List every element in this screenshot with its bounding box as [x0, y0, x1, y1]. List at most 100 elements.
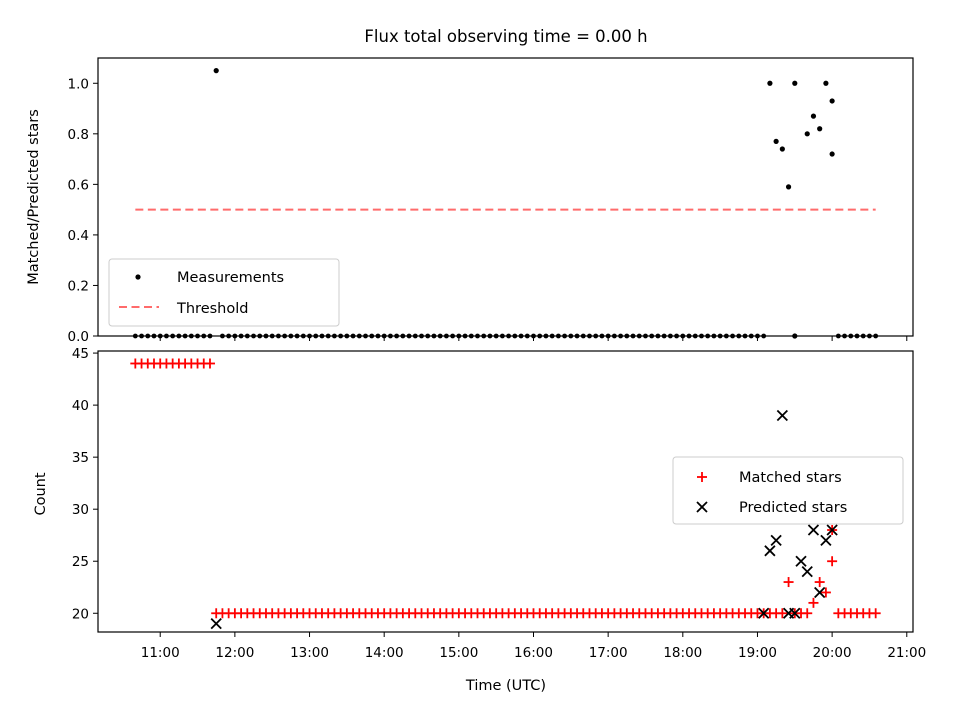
measurement-point: [599, 333, 605, 339]
bottom-y-tick-label: 35: [72, 450, 89, 466]
matched-star-point: [870, 608, 881, 619]
matched-star-point: [827, 556, 838, 567]
matched-star-point: [820, 587, 831, 598]
measurement-point: [580, 333, 586, 339]
measurement-point: [406, 333, 412, 339]
legend-matched-marker: [697, 472, 707, 482]
measurement-point: [661, 333, 667, 339]
bottom-y-tick-label: 45: [72, 346, 89, 362]
predicted-star-stroke: [789, 607, 801, 619]
predicted-star-stroke: [764, 545, 776, 557]
measurement-point: [151, 333, 157, 339]
x-tick-label: 20:00: [813, 645, 852, 661]
measurement-point: [767, 80, 773, 86]
top-y-tick-label: 0.2: [68, 278, 89, 294]
x-tick-label: 15:00: [439, 645, 478, 661]
legend-threshold-label: Threshold: [176, 301, 248, 317]
measurement-point: [244, 333, 250, 339]
predicted-star-point: [807, 524, 820, 536]
predicted-star-point: [764, 545, 776, 557]
measurement-point: [164, 333, 169, 339]
measurement-point: [823, 80, 829, 86]
bottom-y-tick-label: 20: [72, 606, 89, 622]
measurement-point: [667, 333, 673, 339]
measurement-point: [443, 333, 449, 339]
legend-predicted-label: Predicted stars: [739, 500, 847, 516]
measurement-point: [587, 333, 592, 339]
matched-star-point: [808, 597, 819, 608]
measurement-point: [531, 333, 536, 339]
measurement-point: [263, 333, 269, 339]
measurement-point: [543, 333, 549, 339]
measurement-point: [817, 126, 823, 132]
predicted-star-point: [826, 524, 838, 536]
measurement-point: [686, 333, 692, 339]
top-y-tick-label: 0.6: [68, 177, 89, 193]
measurement-point: [195, 333, 200, 339]
measurement-point: [213, 68, 219, 74]
measurement-point: [792, 333, 798, 339]
predicted-star-stroke: [826, 524, 838, 536]
measurement-point: [400, 333, 406, 339]
legend-measurements-marker: [135, 274, 141, 280]
predicted-star-stroke: [210, 618, 222, 630]
x-tick-label: 11:00: [141, 645, 180, 661]
x-tick-label: 19:00: [738, 645, 777, 661]
measurement-point: [674, 333, 679, 339]
measurement-point: [139, 333, 144, 339]
measurement-point: [835, 333, 841, 339]
predicted-star-point: [210, 618, 222, 630]
measurement-point: [294, 333, 300, 339]
measurement-point: [611, 333, 617, 339]
bottom-legend: Matched stars Predicted stars: [672, 456, 904, 525]
measurement-point: [475, 333, 480, 339]
measurement-point: [680, 333, 686, 339]
bottom-y-tick-label: 40: [72, 398, 89, 414]
predicted-star-stroke: [801, 566, 813, 578]
x-tick-label: 16:00: [514, 645, 553, 661]
legend-measurements-label: Measurements: [177, 270, 284, 286]
measurement-point: [512, 333, 518, 339]
measurement-point: [481, 333, 487, 339]
matched-star-point: [777, 608, 788, 619]
measurement-point: [369, 333, 375, 339]
measurement-point: [636, 333, 642, 339]
bottom-y-tick-label: 25: [72, 554, 89, 570]
measurement-point: [363, 333, 368, 339]
measurement-point: [456, 333, 462, 339]
measurement-point: [388, 333, 393, 339]
bottom-legend-frame: [672, 456, 904, 525]
measurement-point: [145, 333, 151, 339]
legend-matched-label: Matched stars: [739, 470, 842, 486]
predicted-star-point: [789, 607, 801, 619]
measurement-point: [307, 333, 312, 339]
measurement-point: [332, 333, 337, 339]
measurement-point: [649, 333, 655, 339]
measurement-point: [182, 333, 188, 339]
measurement-point: [829, 98, 835, 104]
bottom-panel: 20 25 30 35 40 45 11:00 12:00 13:00 14:00 15:00 16:…: [33, 346, 926, 694]
predicted-star-stroke: [795, 555, 807, 567]
measurement-point: [699, 333, 704, 339]
measurement-point: [804, 131, 810, 137]
measurement-point: [785, 184, 792, 190]
measurement-point: [176, 333, 182, 339]
measurement-point: [643, 333, 648, 339]
measurement-point: [412, 333, 418, 339]
bottom-y-tick-label: 30: [72, 502, 89, 518]
predicted-star-point: [820, 534, 832, 547]
measurement-point: [338, 333, 344, 339]
measurement-point: [157, 333, 163, 339]
measurement-point: [574, 333, 580, 339]
measurement-point: [848, 333, 854, 339]
predicted-star-point: [776, 409, 788, 422]
measurement-point: [562, 333, 568, 339]
measurement-point: [238, 333, 244, 339]
measurement-point: [860, 333, 866, 339]
measurement-point: [873, 333, 879, 339]
measurement-point: [188, 333, 194, 339]
measurement-point: [518, 333, 524, 339]
predicted-star-point: [758, 607, 770, 619]
measurement-point: [624, 333, 630, 339]
